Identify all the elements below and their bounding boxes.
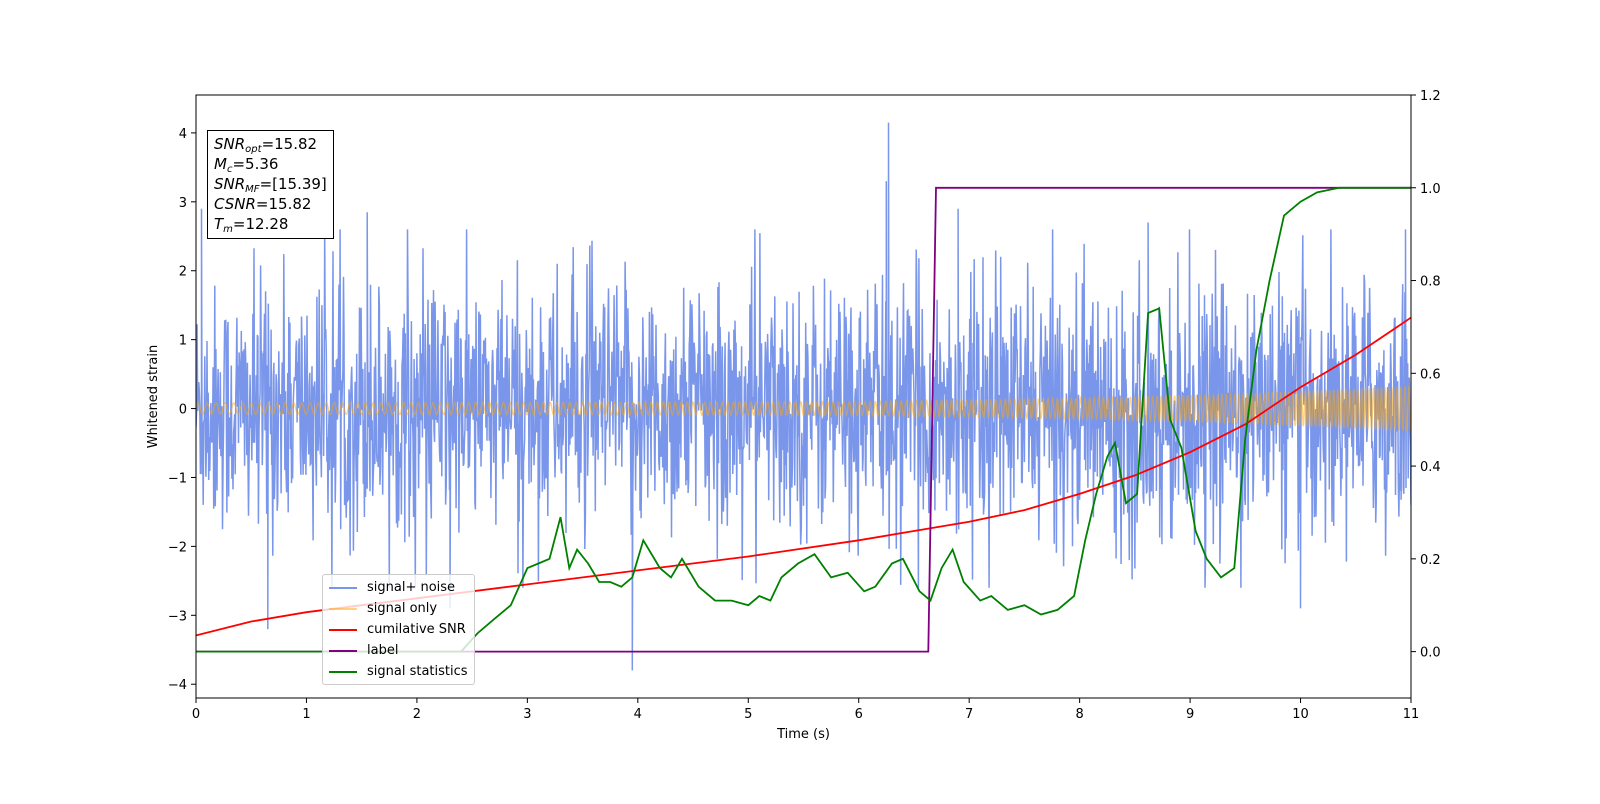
x-tick-label: 2 xyxy=(413,707,421,722)
y-tick-label: 3 xyxy=(179,196,187,211)
legend: signal+ noise signal only cumilative SNR la… xyxy=(322,574,475,685)
y-tick-label: −4 xyxy=(168,678,187,693)
x-tick-label: 4 xyxy=(634,707,642,722)
annotation-box: SNRopt=15.82 Mc=5.36 SNRMF=[15.39] CSNR=15.… xyxy=(207,130,334,239)
y-tick-label: 0 xyxy=(179,403,187,418)
x-tick-label: 9 xyxy=(1186,707,1194,722)
y2-tick-label: 0.2 xyxy=(1420,553,1441,568)
annotation-value: =5.36 xyxy=(232,155,279,173)
annotation-line: CSNR=15.82 xyxy=(214,194,327,214)
annotation-value: =15.82 xyxy=(261,135,318,153)
legend-label: label xyxy=(367,643,399,658)
annotation-value: =12.28 xyxy=(232,215,289,233)
y2-tick-label: 1.0 xyxy=(1420,182,1441,197)
legend-label: signal only xyxy=(367,601,438,616)
legend-item: signal statistics xyxy=(329,661,468,682)
annotation-subscript: c xyxy=(226,164,233,175)
y-tick-label: 4 xyxy=(179,127,187,142)
x-tick-label: 7 xyxy=(965,707,973,722)
y2-tick-label: 0.4 xyxy=(1420,460,1441,475)
series-signal-only-line xyxy=(196,386,1411,432)
legend-swatch xyxy=(329,607,357,610)
legend-item: label xyxy=(329,640,468,661)
series-signal-statistics-line xyxy=(196,186,1411,653)
y-tick-label: −2 xyxy=(168,540,187,555)
annotation-symbol: T xyxy=(214,215,224,233)
y2-tick-label: 1.2 xyxy=(1420,89,1441,104)
annotation-symbol: SNR xyxy=(214,175,246,193)
y-tick-label: −1 xyxy=(168,471,187,486)
annotation-value: =[15.39] xyxy=(259,175,327,193)
y-tick-label: 1 xyxy=(179,334,187,349)
legend-label: cumilative SNR xyxy=(367,622,466,637)
legend-label: signal+ noise xyxy=(367,580,456,595)
x-tick-label: 5 xyxy=(744,707,752,722)
x-tick-label: 3 xyxy=(523,707,531,722)
series-label-line xyxy=(196,186,1411,653)
legend-label: signal statistics xyxy=(367,664,468,679)
x-tick-label: 6 xyxy=(855,707,863,722)
x-tick-label: 0 xyxy=(192,707,200,722)
annotation-line: Mc=5.36 xyxy=(214,154,327,175)
annotation-subscript: MF xyxy=(245,184,260,195)
annotation-line: SNRopt=15.82 xyxy=(214,134,327,155)
legend-swatch xyxy=(329,628,357,631)
x-tick-label: 11 xyxy=(1403,707,1420,722)
y2-tick-label: 0.8 xyxy=(1420,275,1441,290)
y2-tick-label: 0.6 xyxy=(1420,367,1441,382)
annotation-line: SNRMF=[15.39] xyxy=(214,174,327,195)
legend-item: signal+ noise xyxy=(329,577,468,598)
annotation-symbol: SNR xyxy=(214,135,246,153)
plot-frame xyxy=(195,94,1412,699)
legend-item: cumilative SNR xyxy=(329,619,468,640)
x-tick-label: 10 xyxy=(1292,707,1309,722)
x-tick-label: 1 xyxy=(302,707,310,722)
y-tick-label: −3 xyxy=(168,609,187,624)
legend-swatch xyxy=(329,670,357,673)
annotation-line: Tm=12.28 xyxy=(214,214,327,235)
y-axis-label: Whitened strain xyxy=(146,345,161,448)
annotation-subscript: opt xyxy=(245,144,262,155)
annotation-subscript: m xyxy=(223,224,233,235)
x-axis-label: Time (s) xyxy=(776,727,830,742)
y-tick-label: 2 xyxy=(179,265,187,280)
legend-swatch xyxy=(329,586,357,589)
annotation-symbol: CSNR xyxy=(214,195,256,213)
annotation-symbol: M xyxy=(214,155,227,173)
legend-swatch xyxy=(329,649,357,652)
x-tick-label: 8 xyxy=(1075,707,1083,722)
legend-item: signal only xyxy=(329,598,468,619)
annotation-value: =15.82 xyxy=(255,195,312,213)
y2-tick-label: 0.0 xyxy=(1420,646,1441,661)
